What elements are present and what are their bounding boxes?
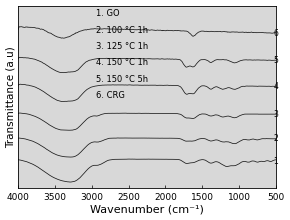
- Text: 5: 5: [273, 56, 278, 65]
- Text: 3. 125 °C 1h: 3. 125 °C 1h: [96, 42, 148, 51]
- Text: 6: 6: [273, 29, 278, 38]
- Y-axis label: Transmittance (a.u): Transmittance (a.u): [6, 46, 16, 148]
- X-axis label: Wavenumber (cm⁻¹): Wavenumber (cm⁻¹): [90, 204, 204, 214]
- Text: 3: 3: [273, 110, 278, 119]
- Text: 2: 2: [273, 134, 278, 143]
- Text: 1: 1: [273, 157, 278, 166]
- Text: 4. 150 °C 1h: 4. 150 °C 1h: [96, 58, 148, 67]
- Text: 2. 100 °C 1h: 2. 100 °C 1h: [96, 26, 148, 35]
- Text: 6. CRG: 6. CRG: [96, 91, 124, 100]
- Text: 1. GO: 1. GO: [96, 9, 119, 18]
- Text: 4: 4: [273, 82, 278, 91]
- Text: 5. 150 °C 5h: 5. 150 °C 5h: [96, 75, 148, 84]
